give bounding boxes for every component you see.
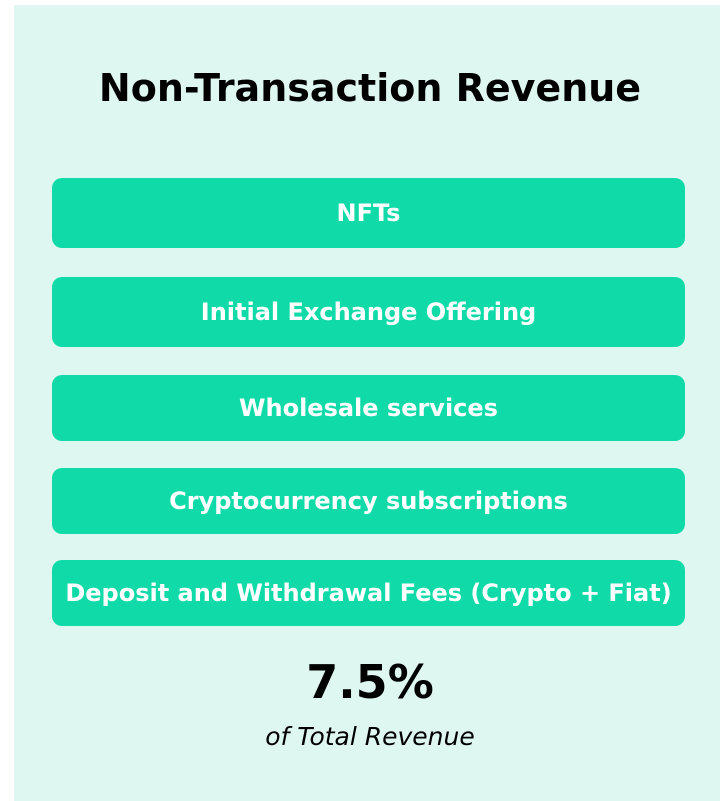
revenue-item: Initial Exchange Offering xyxy=(52,277,685,347)
stat-caption: of Total Revenue xyxy=(265,722,475,751)
revenue-item: NFTs xyxy=(52,178,685,248)
revenue-item: Wholesale services xyxy=(52,375,685,441)
revenue-item: Cryptocurrency subscriptions xyxy=(52,468,685,534)
revenue-item: Deposit and Withdrawal Fees (Crypto + Fi… xyxy=(52,560,685,626)
stat-value: 7.5% xyxy=(306,655,434,709)
title: Non-Transaction Revenue xyxy=(98,66,642,110)
